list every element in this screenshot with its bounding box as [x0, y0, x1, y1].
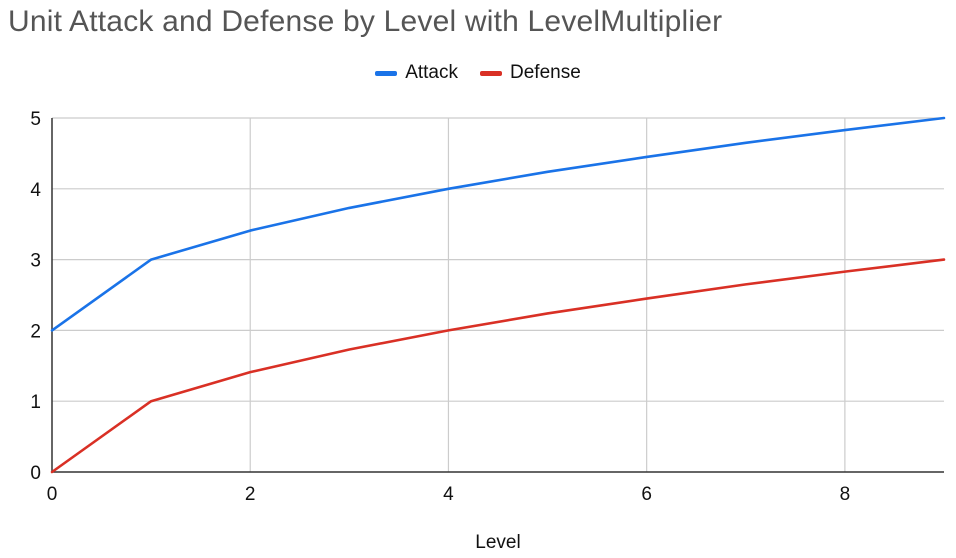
- legend-label-attack: Attack: [405, 62, 459, 83]
- x-tick-label: 0: [47, 484, 58, 505]
- legend-item-defense[interactable]: Defense: [480, 62, 581, 84]
- legend-item-attack[interactable]: Attack: [375, 62, 458, 84]
- legend-swatch-defense: [480, 70, 503, 76]
- y-tick-label: 2: [30, 321, 41, 342]
- x-tick-label: 6: [641, 484, 652, 505]
- legend: Attack Defense: [0, 62, 956, 84]
- series-line-defense: [50, 258, 946, 474]
- legend-swatch-attack: [375, 70, 398, 76]
- series-line-attack: [50, 116, 946, 332]
- x-tick-label: 2: [245, 484, 256, 505]
- x-tick-label: 4: [443, 484, 454, 505]
- y-tick-label: 1: [30, 392, 41, 413]
- y-tick-label: 5: [30, 109, 41, 130]
- chart-title: Unit Attack and Defense by Level with Le…: [8, 5, 723, 38]
- x-tick-label: 8: [840, 484, 851, 505]
- x-axis-label: Level: [475, 532, 521, 553]
- y-tick-label: 3: [30, 251, 41, 272]
- y-tick-label: 0: [30, 463, 41, 484]
- y-tick-label: 4: [30, 180, 41, 201]
- legend-label-defense: Defense: [510, 62, 581, 83]
